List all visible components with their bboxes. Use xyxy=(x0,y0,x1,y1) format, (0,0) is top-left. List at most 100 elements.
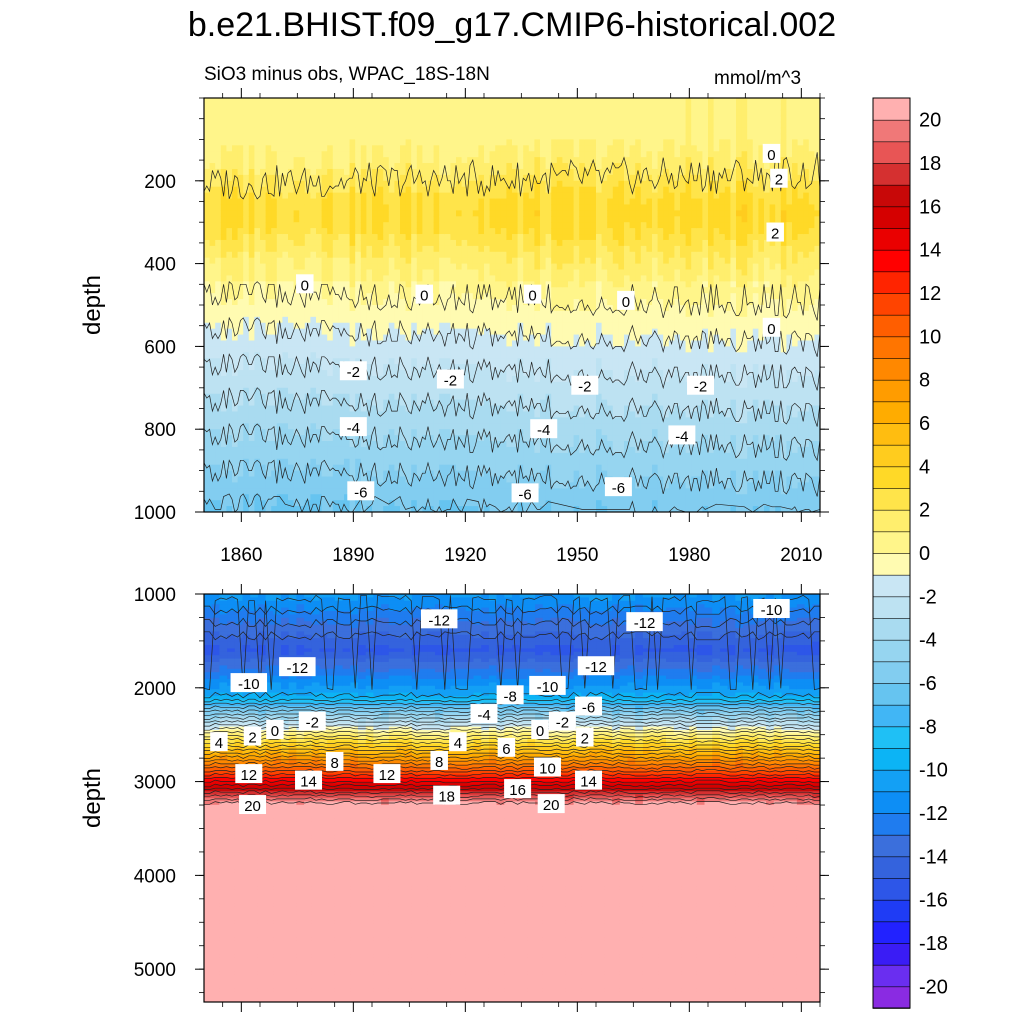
field-cell xyxy=(573,423,580,430)
field-cell xyxy=(377,346,384,353)
field-cell xyxy=(299,316,306,324)
field-cell xyxy=(344,441,351,448)
field-cell xyxy=(528,234,535,241)
field-cell xyxy=(226,163,233,170)
field-cell xyxy=(439,98,446,105)
field-cell xyxy=(271,293,278,300)
field-cell xyxy=(506,121,513,129)
field-cell xyxy=(540,470,547,478)
field-cell xyxy=(349,192,356,200)
field-cell xyxy=(304,180,311,188)
field-cell xyxy=(540,381,547,389)
field-cell xyxy=(304,115,311,123)
field-cell xyxy=(265,293,272,300)
field-cell xyxy=(232,251,239,259)
field-cell xyxy=(472,98,479,105)
field-cell xyxy=(556,393,563,401)
field-cell xyxy=(260,228,267,235)
field-cell xyxy=(377,506,384,512)
field-cell xyxy=(579,399,586,407)
field-cell xyxy=(416,429,423,436)
field-cell xyxy=(433,139,440,146)
field-cell xyxy=(383,192,390,200)
field-cell xyxy=(271,488,278,495)
field-cell xyxy=(265,263,272,271)
field-cell xyxy=(288,423,295,430)
field-cell xyxy=(590,316,597,324)
field-cell xyxy=(349,216,356,223)
field-cell xyxy=(405,476,412,484)
field-cell xyxy=(551,109,558,117)
field-cell xyxy=(220,299,227,306)
field-cell xyxy=(523,145,530,152)
field-cell xyxy=(456,494,463,501)
field-cell xyxy=(579,482,586,489)
field-cell xyxy=(545,506,552,512)
field-cell xyxy=(226,464,233,472)
field-cell xyxy=(562,393,569,401)
field-cell xyxy=(237,310,244,318)
field-cell xyxy=(237,269,244,277)
field-cell xyxy=(226,198,233,206)
field-cell xyxy=(299,157,306,164)
field-cell xyxy=(220,411,227,418)
field-cell xyxy=(444,441,451,448)
field-cell xyxy=(388,145,395,152)
field-cell xyxy=(293,245,300,253)
field-cell xyxy=(467,423,474,430)
field-cell xyxy=(590,281,597,288)
field-cell xyxy=(590,222,597,229)
field-cell xyxy=(299,186,306,194)
field-cell xyxy=(349,121,356,129)
field-cell xyxy=(545,168,552,176)
field-cell xyxy=(573,476,580,484)
field-cell xyxy=(495,133,502,140)
main-title: b.e21.BHIST.f09_g17.CMIP6-historical.002 xyxy=(187,6,837,44)
field-cell xyxy=(344,482,351,489)
field-cell xyxy=(506,275,513,282)
field-cell xyxy=(484,328,491,336)
field-cell xyxy=(237,387,244,395)
field-cell xyxy=(260,157,267,164)
field-cell xyxy=(444,488,451,495)
field-cell xyxy=(472,216,479,223)
field-cell xyxy=(540,157,547,164)
field-cell xyxy=(528,163,535,170)
field-cell xyxy=(276,216,283,223)
field-cell xyxy=(500,121,507,129)
field-cell xyxy=(551,506,558,512)
field-cell xyxy=(484,222,491,229)
field-cell xyxy=(372,370,379,377)
field-cell xyxy=(545,251,552,259)
field-cell xyxy=(556,375,563,383)
field-cell xyxy=(517,405,524,413)
field-cell xyxy=(523,210,530,217)
field-cell xyxy=(523,228,530,235)
field-cell xyxy=(484,151,491,158)
field-cell xyxy=(220,269,227,277)
field-cell xyxy=(596,139,603,146)
field-cell xyxy=(265,423,272,430)
field-cell xyxy=(540,435,547,442)
field-cell xyxy=(428,133,435,140)
field-cell xyxy=(433,482,440,489)
field-cell xyxy=(540,174,547,182)
field-cell xyxy=(299,151,306,158)
field-cell xyxy=(500,399,507,407)
field-cell xyxy=(551,115,558,123)
field-cell xyxy=(444,316,451,324)
field-cell xyxy=(584,364,591,371)
field-cell xyxy=(209,127,216,135)
field-cell xyxy=(327,352,334,359)
field-cell xyxy=(562,494,569,501)
field-cell xyxy=(372,399,379,407)
field-cell xyxy=(506,127,513,135)
field-cell xyxy=(489,228,496,235)
field-cell xyxy=(596,364,603,371)
field-cell xyxy=(265,387,272,395)
field-cell xyxy=(523,180,530,188)
field-cell xyxy=(540,245,547,253)
field-cell xyxy=(394,458,401,466)
field-cell xyxy=(506,103,513,111)
field-cell xyxy=(394,500,401,507)
